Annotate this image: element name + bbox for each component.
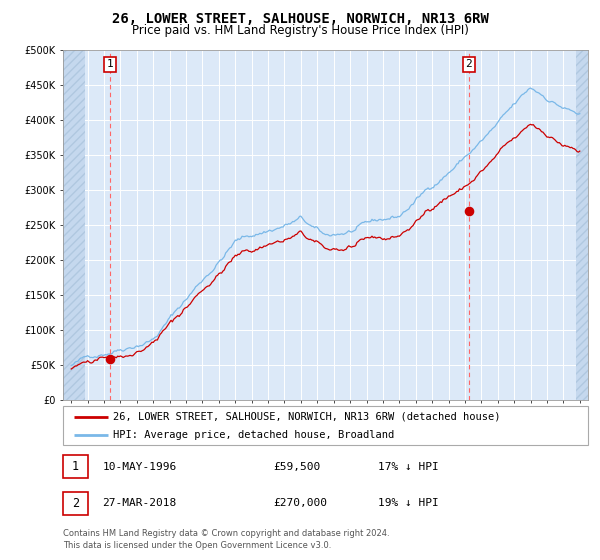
Polygon shape xyxy=(575,50,588,400)
FancyBboxPatch shape xyxy=(63,455,88,478)
Text: Price paid vs. HM Land Registry's House Price Index (HPI): Price paid vs. HM Land Registry's House … xyxy=(131,24,469,36)
Text: 19% ↓ HPI: 19% ↓ HPI xyxy=(378,498,439,508)
Text: 2: 2 xyxy=(72,497,79,510)
Text: HPI: Average price, detached house, Broadland: HPI: Average price, detached house, Broa… xyxy=(113,430,394,440)
Text: 26, LOWER STREET, SALHOUSE, NORWICH, NR13 6RW: 26, LOWER STREET, SALHOUSE, NORWICH, NR1… xyxy=(112,12,488,26)
Text: £270,000: £270,000 xyxy=(273,498,327,508)
Text: £59,500: £59,500 xyxy=(273,462,320,472)
Text: 27-MAR-2018: 27-MAR-2018 xyxy=(103,498,176,508)
FancyBboxPatch shape xyxy=(63,406,588,445)
Point xyxy=(464,207,473,216)
Text: 2: 2 xyxy=(466,59,472,69)
Text: 26, LOWER STREET, SALHOUSE, NORWICH, NR13 6RW (detached house): 26, LOWER STREET, SALHOUSE, NORWICH, NR1… xyxy=(113,412,500,422)
Text: 10-MAY-1996: 10-MAY-1996 xyxy=(103,462,176,472)
Text: 1: 1 xyxy=(107,59,113,69)
Text: Contains HM Land Registry data © Crown copyright and database right 2024.
This d: Contains HM Land Registry data © Crown c… xyxy=(63,529,389,550)
Polygon shape xyxy=(63,50,85,400)
FancyBboxPatch shape xyxy=(63,492,88,515)
Text: 1: 1 xyxy=(72,460,79,473)
Point xyxy=(105,354,115,363)
Text: 17% ↓ HPI: 17% ↓ HPI xyxy=(378,462,439,472)
